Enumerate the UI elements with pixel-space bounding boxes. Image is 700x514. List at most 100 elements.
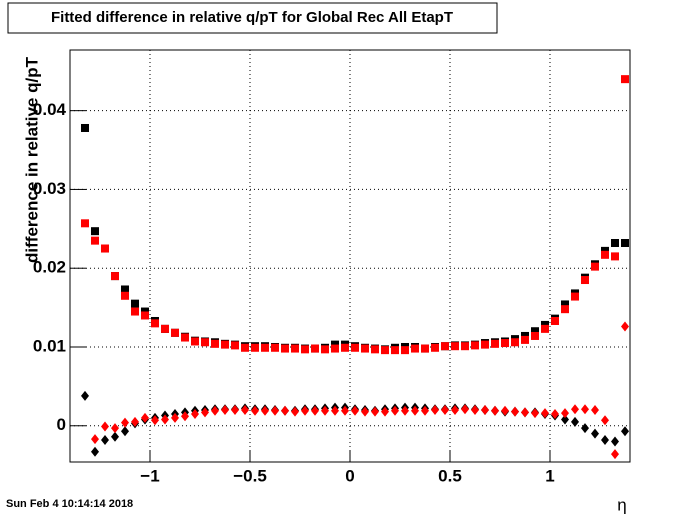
diamond-marker (521, 407, 529, 418)
square-marker (241, 343, 249, 352)
diamond-marker (441, 405, 449, 416)
diamond-marker (231, 405, 239, 416)
x-tick-label: 1 (545, 466, 554, 485)
diamond-marker (511, 406, 519, 417)
diamond-marker (381, 406, 389, 417)
diamond-marker (621, 321, 629, 332)
square-marker (411, 344, 419, 353)
square-marker (291, 344, 299, 353)
square-marker (231, 341, 239, 350)
square-marker (121, 291, 129, 300)
diamond-marker (291, 406, 299, 417)
x-tick-label: −0.5 (233, 466, 267, 485)
diamond-marker (151, 415, 159, 426)
diamond-marker (591, 405, 599, 416)
square-marker (481, 340, 489, 349)
square-marker (601, 250, 609, 259)
diamond-marker (201, 407, 209, 418)
diamond-marker (121, 417, 129, 428)
diamond-marker (621, 426, 629, 437)
square-marker (491, 339, 499, 348)
square-marker (121, 285, 129, 294)
square-marker (441, 342, 449, 351)
square-marker (321, 345, 329, 354)
diamond-marker (541, 408, 549, 419)
square-marker (391, 346, 399, 355)
square-marker (201, 338, 209, 347)
diamond-marker (181, 411, 189, 422)
diamond-marker (591, 428, 599, 439)
diamond-marker (281, 405, 289, 416)
y-tick-label: 0 (57, 415, 66, 434)
square-marker (341, 343, 349, 352)
square-marker (171, 328, 179, 337)
square-marker (451, 342, 459, 351)
diamond-marker (121, 426, 129, 437)
square-marker (131, 299, 139, 308)
x-tick-label: 0 (345, 466, 354, 485)
diamond-marker (241, 405, 249, 416)
diamond-marker (161, 414, 169, 425)
diamond-marker (371, 406, 379, 417)
diamond-marker (611, 436, 619, 447)
square-marker (551, 316, 559, 325)
square-marker (91, 236, 99, 245)
diamond-marker (571, 416, 579, 427)
diamond-marker (341, 405, 349, 416)
diamond-marker (571, 404, 579, 415)
plot-frame (69, 49, 631, 463)
diamond-marker (501, 405, 509, 416)
square-marker (181, 333, 189, 342)
diamond-marker (331, 405, 339, 416)
square-marker (101, 244, 109, 253)
square-marker (401, 346, 409, 355)
diamond-marker (261, 405, 269, 416)
square-marker (471, 341, 479, 350)
square-marker (381, 346, 389, 355)
diamond-marker (391, 405, 399, 416)
diamond-marker (431, 405, 439, 416)
square-marker (351, 343, 359, 352)
diamond-marker (461, 404, 469, 415)
diamond-marker (481, 405, 489, 416)
diamond-marker (601, 434, 609, 445)
diamond-marker (171, 412, 179, 423)
diamond-marker (101, 421, 109, 432)
diamond-marker (311, 405, 319, 416)
x-axis-label: η (617, 495, 626, 514)
diamond-marker (581, 404, 589, 415)
square-marker (521, 335, 529, 344)
square-marker (111, 272, 119, 281)
diamond-marker (361, 406, 369, 417)
square-marker (621, 239, 629, 248)
diamond-marker (531, 408, 539, 419)
diamond-marker (561, 414, 569, 425)
square-marker (91, 227, 99, 236)
diamond-marker (91, 434, 99, 445)
square-marker (81, 219, 89, 228)
square-marker (611, 239, 619, 248)
square-marker (421, 344, 429, 353)
diamond-marker (581, 423, 589, 434)
y-tick-label: 0.04 (33, 100, 67, 119)
square-marker (141, 311, 149, 320)
square-marker (271, 343, 279, 352)
diamond-marker (411, 405, 419, 416)
y-tick-label: 0.02 (33, 258, 66, 277)
square-marker (161, 324, 169, 333)
square-marker (281, 344, 289, 353)
diamond-marker (491, 405, 499, 416)
square-marker (251, 343, 259, 352)
diamond-marker (421, 405, 429, 416)
diamond-marker (601, 415, 609, 426)
footer-date: Sun Feb 4 10:14:14 2018 (6, 498, 133, 510)
square-marker (561, 305, 569, 314)
diamond-marker (321, 405, 329, 416)
square-marker (311, 344, 319, 353)
diamond-marker (561, 408, 569, 419)
square-marker (191, 337, 199, 346)
square-marker (361, 344, 369, 353)
square-marker (221, 340, 229, 349)
y-axis-label: difference in relative q/pT (22, 56, 41, 263)
